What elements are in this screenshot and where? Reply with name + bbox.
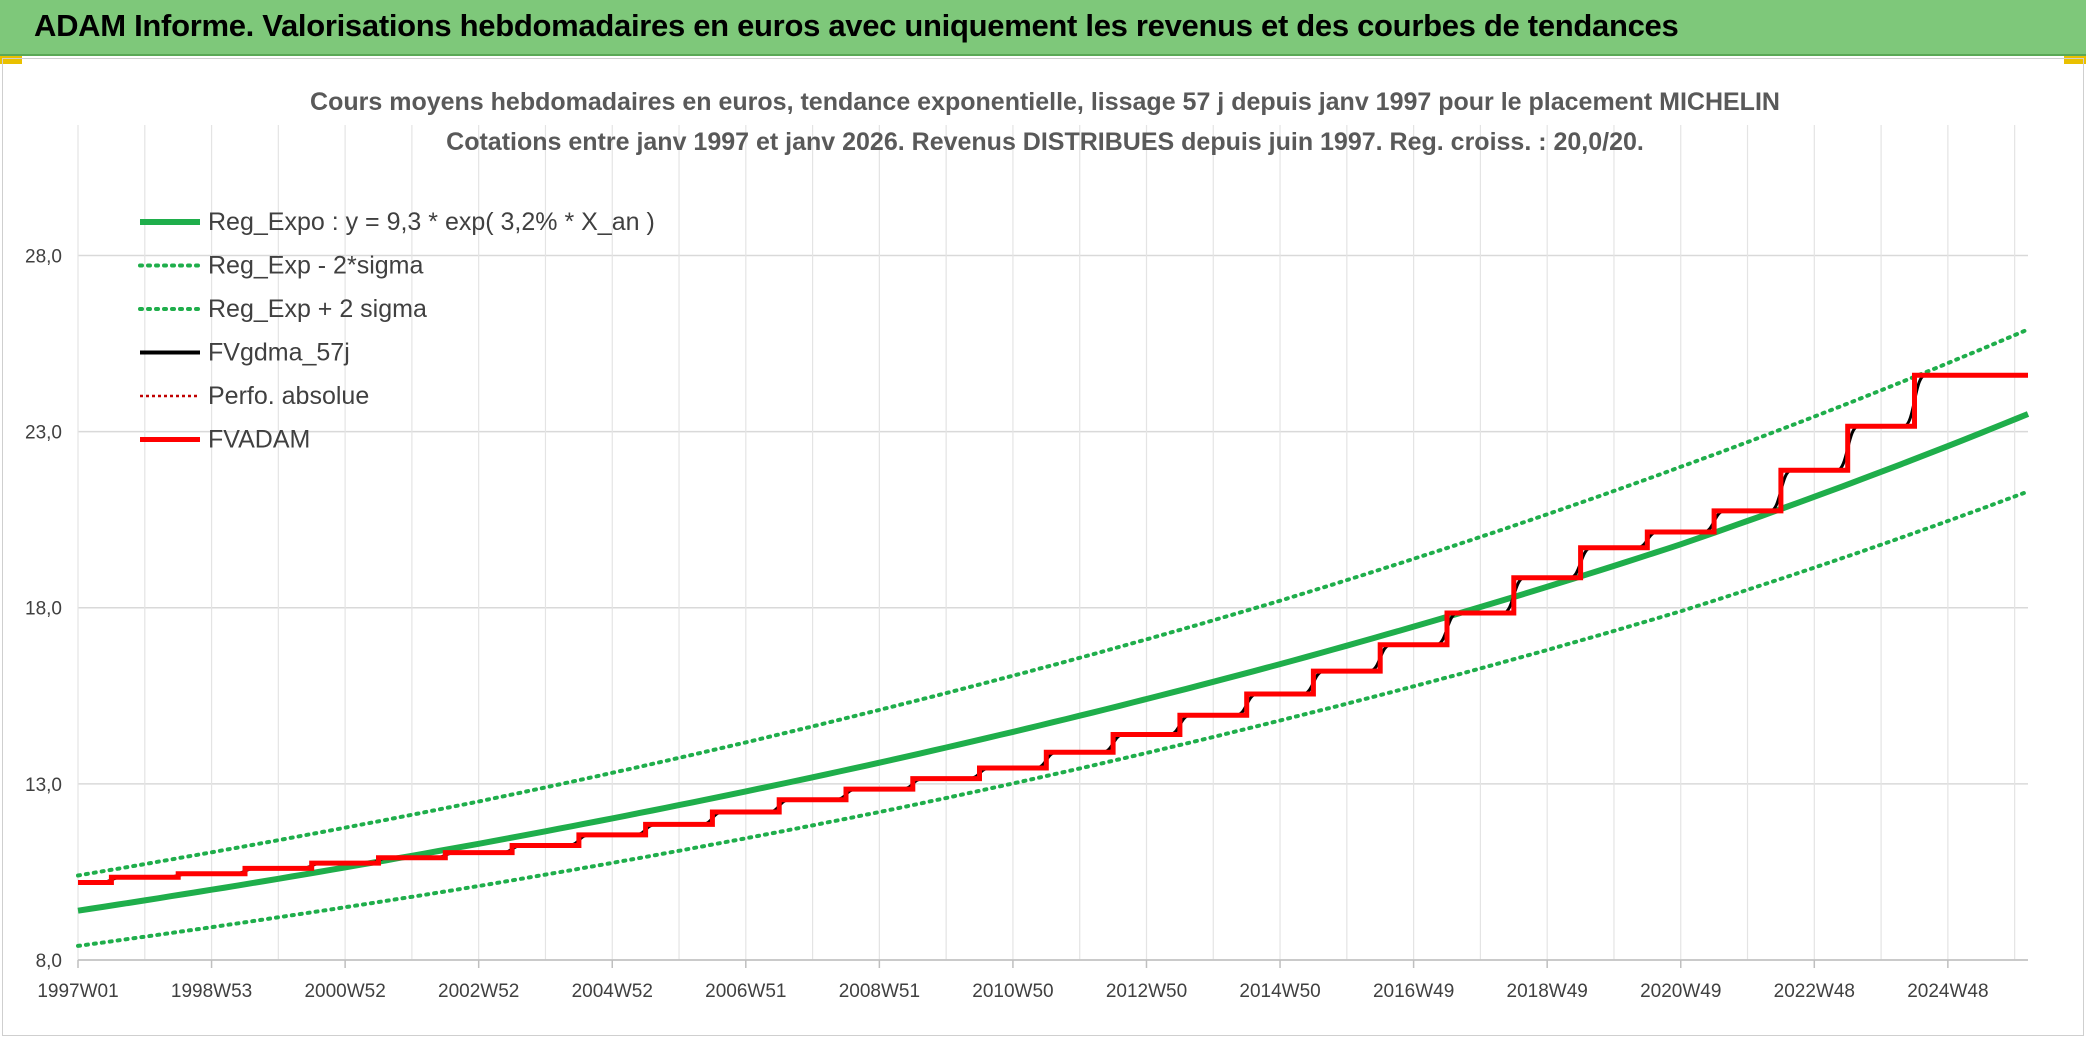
legend-label: Reg_Expo : y = 9,3 * exp( 3,2% * X_an ) <box>208 208 655 236</box>
x-tick-label: 2022W48 <box>1774 981 1855 1002</box>
series-line <box>77 411 2030 914</box>
legend: Reg_Expo : y = 9,3 * exp( 3,2% * X_an ) R… <box>138 208 655 454</box>
corner-mark-right <box>2064 56 2086 64</box>
legend-label: Perfo. absolue <box>208 382 369 410</box>
y-tick-label: 18,0 <box>25 599 62 620</box>
y-tick-label: 8,0 <box>36 951 62 972</box>
x-tick-label: 2008W51 <box>839 981 920 1002</box>
y-tick-label: 28,0 <box>25 246 62 267</box>
x-tick-label: 2024W48 <box>1907 981 1988 1002</box>
y-axis: 8,0 13,0 18,0 23,0 28,0 <box>25 246 62 972</box>
x-tick-label: 2020W49 <box>1640 981 1721 1002</box>
series-line <box>76 489 2030 948</box>
x-tick-label: 2004W52 <box>572 981 653 1002</box>
y-tick-label: 13,0 <box>25 775 62 796</box>
chart-title-line2: Cotations entre janv 1997 et janv 2026. … <box>446 128 1644 156</box>
x-tick-label: 2012W50 <box>1106 981 1187 1002</box>
x-tick-label: 2010W50 <box>972 981 1053 1002</box>
x-axis: 1997W01 1998W53 2000W52 2002W52 2004W52 2006W… <box>37 959 2028 1002</box>
report-title: ADAM Informe. Valorisations hebdomadaire… <box>34 8 1679 43</box>
corner-mark-left <box>0 56 22 64</box>
x-tick-label: 2002W52 <box>438 981 519 1002</box>
chart-frame <box>2 58 2084 1036</box>
series-layer <box>76 327 2030 948</box>
x-tick-label: 2018W49 <box>1507 981 1588 1002</box>
chart-title-line1: Cours moyens hebdomadaires en euros, ten… <box>310 88 1780 116</box>
series-line <box>78 372 2028 885</box>
series-line <box>76 327 2030 878</box>
x-tick-label: 2014W50 <box>1239 981 1320 1002</box>
series-line <box>78 373 2028 884</box>
x-tick-label: 2000W52 <box>304 981 385 1002</box>
legend-label: Reg_Exp + 2 sigma <box>208 295 427 323</box>
legend-label: FVgdma_57j <box>208 339 350 367</box>
x-tick-label: 2016W49 <box>1373 981 1454 1002</box>
grid <box>77 125 2028 961</box>
x-tick-label: 2006W51 <box>705 981 786 1002</box>
legend-label: Reg_Exp - 2*sigma <box>208 252 423 280</box>
x-tick-label: 1998W53 <box>171 981 252 1002</box>
report-banner: ADAM Informe. Valorisations hebdomadaire… <box>0 0 2086 56</box>
y-tick-label: 23,0 <box>25 423 62 444</box>
legend-label: FVADAM <box>208 426 310 454</box>
x-tick-label: 1997W01 <box>37 981 118 1002</box>
